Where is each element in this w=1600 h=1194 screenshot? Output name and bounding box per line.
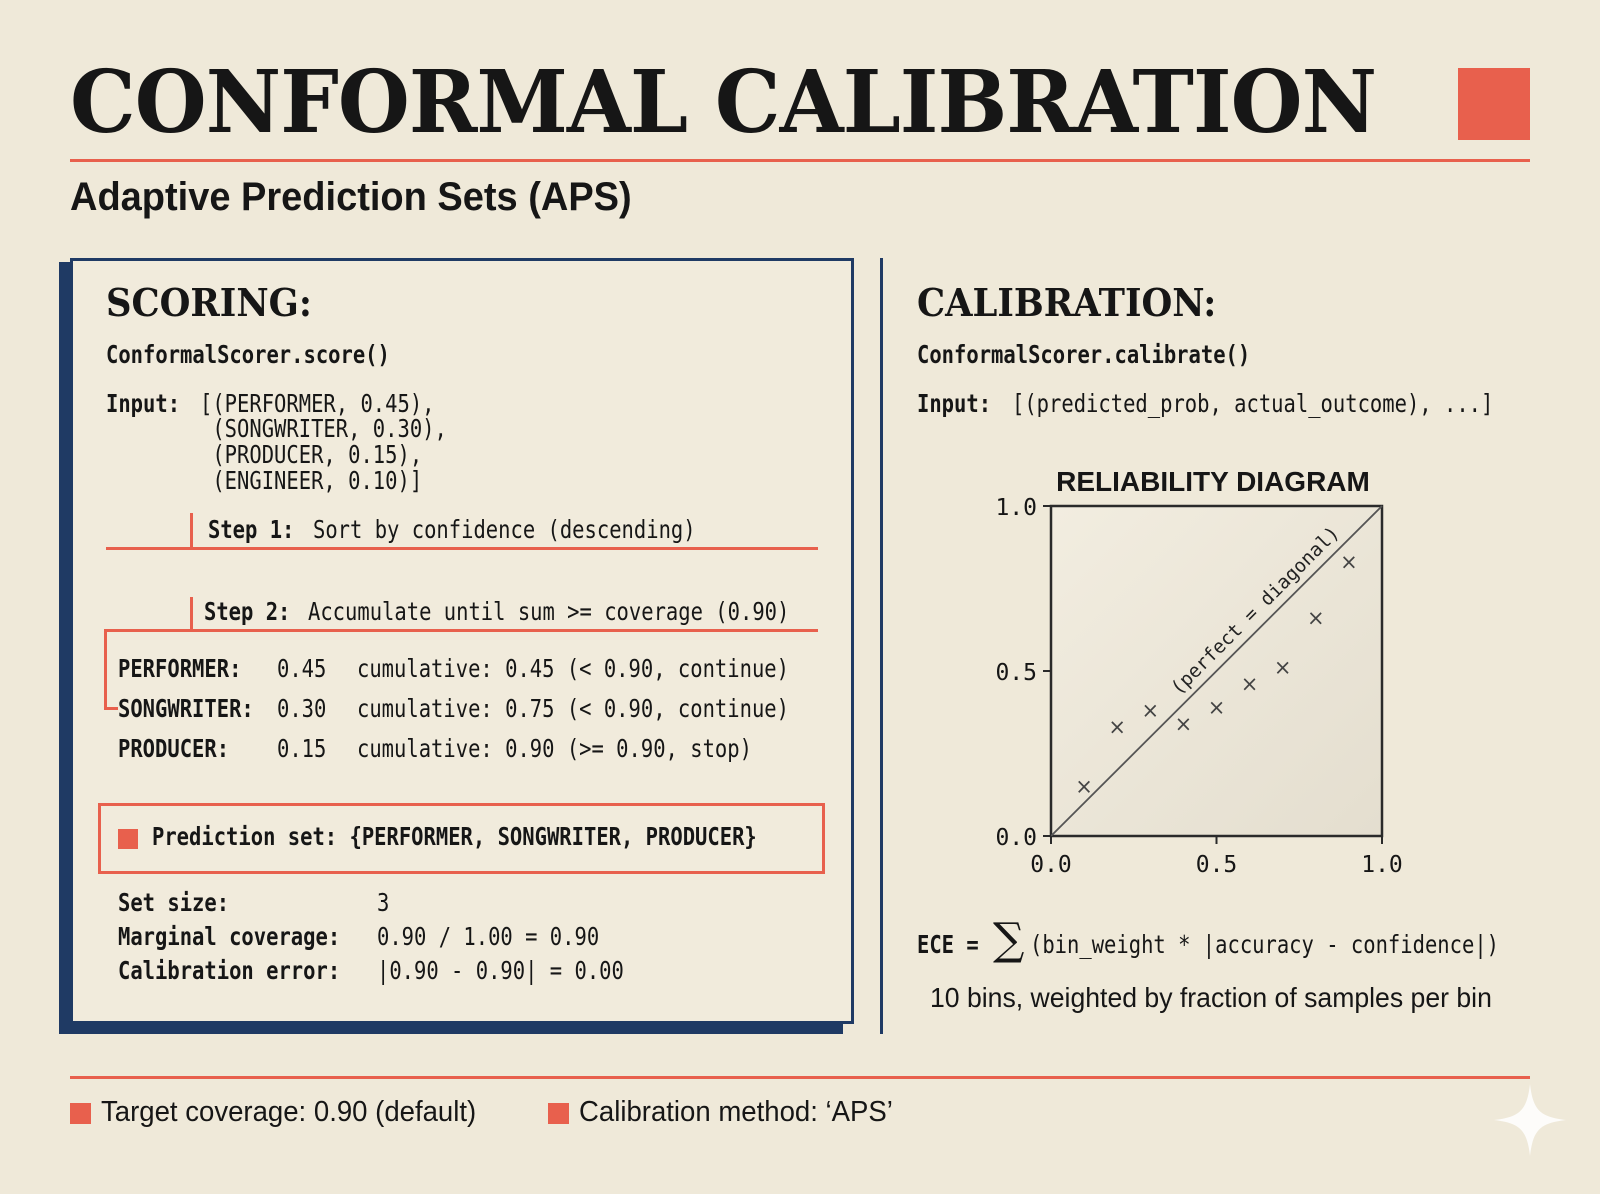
- footer-calibration-method: Calibration method: ‘APS’: [579, 1096, 893, 1128]
- data-point: ×: [1241, 672, 1259, 696]
- data-point: ×: [1274, 656, 1292, 680]
- prediction-set-box: [98, 803, 825, 874]
- calibration-input-text: [(predicted_prob, actual_outcome), ...]: [1012, 389, 1494, 418]
- scoring-input-line: (PRODUCER, 0.15),: [200, 440, 423, 469]
- chart-title: RELIABILITY DIAGRAM: [1056, 466, 1370, 497]
- y-tick-label: 1.0: [995, 495, 1037, 521]
- step1-bracket: [190, 513, 193, 548]
- stat-label: Marginal coverage:: [118, 922, 341, 951]
- data-point: ×: [1307, 606, 1325, 630]
- stat-value: 0.90 / 1.00 = 0.90: [377, 922, 600, 951]
- prediction-set-text: Prediction set: {PERFORMER, SONGWRITER, …: [152, 822, 757, 851]
- y-tick-label: 0.5: [995, 660, 1037, 686]
- calibration-method: ConformalScorer.calibrate(): [917, 340, 1251, 369]
- data-point: ×: [1175, 712, 1193, 736]
- row-value: 0.30: [277, 694, 327, 723]
- title-square-icon: [1458, 68, 1530, 140]
- row-value: 0.45: [277, 654, 327, 683]
- scoring-panel: [70, 258, 854, 1024]
- row-value: 0.15: [277, 734, 327, 763]
- scoring-method: ConformalScorer.score(): [106, 340, 390, 369]
- sparkle-icon: [1494, 1084, 1566, 1156]
- ece-formula: (bin_weight * |accuracy - confidence|): [1030, 930, 1500, 959]
- ece-prefix: ECE =: [917, 930, 992, 959]
- stat-value: 3: [377, 888, 390, 917]
- page-title: CONFORMAL CALIBRATION: [70, 52, 1377, 153]
- scoring-input-line: (ENGINEER, 0.10)]: [200, 466, 423, 495]
- row-text: cumulative: 0.75 (< 0.90, continue): [357, 694, 789, 723]
- row-text: cumulative: 0.45 (< 0.90, continue): [357, 654, 789, 683]
- stat-value: |0.90 - 0.90| = 0.00: [377, 956, 624, 985]
- row-text: cumulative: 0.90 (>= 0.90, stop): [357, 734, 752, 763]
- stat-label: Calibration error:: [118, 956, 341, 985]
- step2-text: Accumulate until sum >= coverage (0.90): [308, 597, 790, 626]
- footer-target-coverage: Target coverage: 0.90 (default): [101, 1096, 477, 1128]
- row-name: PRODUCER:: [118, 734, 230, 763]
- step1-rule: [106, 547, 818, 550]
- footer-rule: [70, 1076, 1530, 1079]
- page-subtitle: Adaptive Prediction Sets (APS): [70, 175, 632, 219]
- data-point: ×: [1108, 715, 1126, 739]
- x-tick-label: 1.0: [1361, 852, 1403, 878]
- sum-icon: ∑: [993, 914, 1025, 965]
- data-point: ×: [1208, 695, 1226, 719]
- title-rule: [70, 159, 1530, 162]
- y-tick-label: 0.0: [995, 825, 1037, 851]
- perfect-calibration-line: [1050, 505, 1383, 837]
- square-bullet-icon: [70, 1103, 91, 1124]
- scoring-heading: SCORING:: [106, 280, 312, 325]
- data-point: ×: [1141, 699, 1159, 723]
- scoring-input-label: Input:: [106, 389, 181, 418]
- step2-tick: [104, 707, 118, 710]
- x-tick-label: 0.5: [1196, 852, 1238, 878]
- calibration-heading: CALIBRATION:: [917, 280, 1217, 325]
- calibration-input-label: Input:: [917, 389, 992, 418]
- step1-label: Step 1:: [208, 515, 295, 544]
- step2-rule: [104, 629, 818, 632]
- square-bullet-icon: [118, 829, 138, 849]
- step2-side-rule: [104, 629, 107, 709]
- step1-text: Sort by confidence (descending): [313, 515, 696, 544]
- ece-note: 10 bins, weighted by fraction of samples…: [930, 982, 1492, 1013]
- scoring-input-line: [(PERFORMER, 0.45),: [200, 389, 435, 418]
- step2-label: Step 2:: [204, 597, 291, 626]
- scoring-input-line: (SONGWRITER, 0.30),: [200, 414, 447, 443]
- data-point: ×: [1075, 775, 1093, 799]
- step2-bracket: [190, 597, 193, 630]
- x-tick-label: 0.0: [1030, 852, 1072, 878]
- square-bullet-icon: [548, 1103, 569, 1124]
- row-name: SONGWRITER:: [118, 694, 254, 723]
- data-point: ×: [1340, 550, 1358, 574]
- reliability-diagram: RELIABILITY DIAGRAM (perfect = diagonal)…: [995, 466, 1403, 878]
- row-name: PERFORMER:: [118, 654, 242, 683]
- stat-label: Set size:: [118, 888, 230, 917]
- column-divider: [880, 258, 883, 1034]
